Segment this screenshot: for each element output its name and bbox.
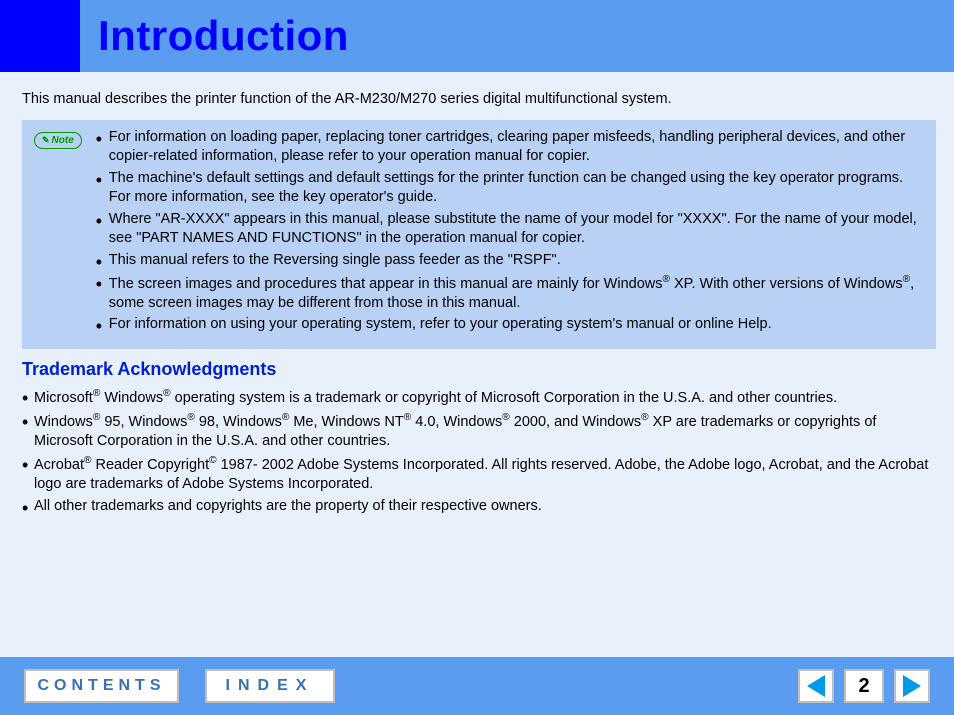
note-item: The screen images and procedures that ap…	[96, 273, 924, 314]
intro-text: This manual describes the printer functi…	[22, 90, 936, 110]
next-page-button[interactable]	[894, 669, 930, 703]
contents-button[interactable]: CONTENTS	[24, 669, 179, 703]
arrow-left-icon	[807, 675, 825, 697]
trademark-item: Windows® 95, Windows® 98, Windows® Me, W…	[22, 411, 936, 452]
arrow-right-icon	[903, 675, 921, 697]
header-band: Introduction	[0, 0, 954, 72]
footer-bar: CONTENTS INDEX 2	[0, 657, 954, 715]
note-item: This manual refers to the Reversing sing…	[96, 251, 924, 271]
trademark-item: Acrobat® Reader Copyright© 1987- 2002 Ad…	[22, 454, 936, 495]
note-item: The machine's default settings and defau…	[96, 169, 924, 208]
trademark-item: All other trademarks and copyrights are …	[22, 497, 936, 517]
trademark-item: Microsoft® Windows® operating system is …	[22, 387, 936, 408]
note-item: Where "AR-XXXX" appears in this manual, …	[96, 210, 924, 249]
note-item: For information on using your operating …	[96, 315, 924, 335]
content-region: This manual describes the printer functi…	[0, 72, 954, 516]
prev-page-button[interactable]	[798, 669, 834, 703]
page-title: Introduction	[98, 12, 349, 60]
header-accent-square	[0, 0, 80, 72]
note-pill: Note	[34, 132, 82, 150]
title-area: Introduction	[80, 0, 954, 72]
note-box: Note For information on loading paper, r…	[22, 120, 936, 349]
trademark-heading: Trademark Acknowledgments	[22, 357, 936, 381]
trademark-list: Microsoft® Windows® operating system is …	[22, 387, 936, 516]
index-button[interactable]: INDEX	[205, 669, 335, 703]
note-list: For information on loading paper, replac…	[96, 128, 924, 337]
note-item: For information on loading paper, replac…	[96, 128, 924, 167]
page-number: 2	[844, 669, 884, 703]
